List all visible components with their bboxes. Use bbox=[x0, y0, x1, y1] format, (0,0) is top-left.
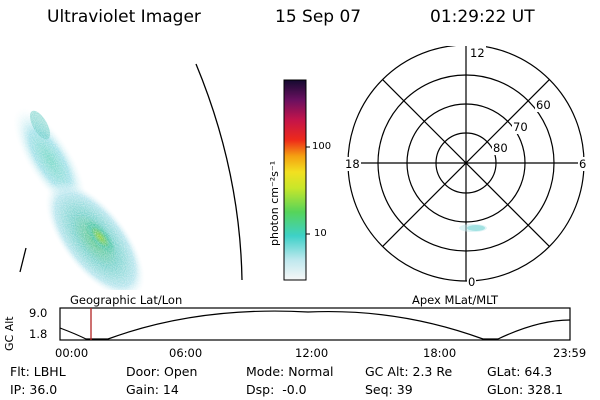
status-ip: IP: 36.0 bbox=[10, 382, 58, 397]
date-label: 15 Sep 07 bbox=[275, 7, 362, 27]
time-tick-2359: 23:59 bbox=[553, 346, 587, 360]
lat-label-80: 80 bbox=[492, 141, 509, 155]
mlt-label-18: 18 bbox=[344, 157, 361, 171]
time-tick-06: 06:00 bbox=[169, 346, 203, 360]
status-door: Door: Open bbox=[126, 364, 198, 379]
colorbar-tick-100: 100 bbox=[312, 141, 332, 152]
status-dsp: Dsp: -0.0 bbox=[246, 382, 307, 397]
apex-caption: Apex MLat/MLT bbox=[412, 293, 499, 307]
colorbar bbox=[283, 79, 310, 281]
mlt-label-0: 0 bbox=[467, 275, 477, 289]
gc-alt-axis-label: GC Alt bbox=[3, 316, 16, 351]
geographic-caption: Geographic Lat/Lon bbox=[70, 293, 183, 307]
limb-curve bbox=[195, 63, 243, 281]
altitude-curve bbox=[59, 310, 571, 340]
status-seq: Seq: 39 bbox=[365, 382, 413, 397]
time-tick-12: 12:00 bbox=[295, 346, 329, 360]
instrument-title: Ultraviolet Imager bbox=[47, 7, 201, 27]
lat-label-70: 70 bbox=[512, 120, 529, 134]
time-tick-00: 00:00 bbox=[55, 346, 89, 360]
colorbar-unit-label: photon cm⁻²s⁻¹ bbox=[268, 160, 281, 246]
time-label: 01:29:22 UT bbox=[430, 7, 535, 27]
status-mode: Mode: Normal bbox=[246, 364, 334, 379]
time-tick-18: 18:00 bbox=[423, 346, 457, 360]
gc-alt-tick-1-8: 1.8 bbox=[29, 327, 48, 341]
altitude-timeline-plot bbox=[59, 307, 571, 341]
gc-alt-tick-9: 9.0 bbox=[29, 306, 48, 320]
mlt-label-12: 12 bbox=[469, 46, 486, 60]
lat-label-60: 60 bbox=[535, 98, 552, 112]
polar-mlat-mlt-plot bbox=[347, 46, 585, 282]
aurora-emission bbox=[0, 90, 170, 290]
status-glat: GLat: 64.3 bbox=[487, 364, 553, 379]
status-gc-alt: GC Alt: 2.3 Re bbox=[365, 364, 453, 379]
status-gain: Gain: 14 bbox=[126, 382, 179, 397]
mlt-label-6: 6 bbox=[578, 157, 588, 171]
colorbar-tick-10: 10 bbox=[314, 228, 327, 239]
status-glon: GLon: 328.1 bbox=[487, 382, 563, 397]
geographic-image-panel bbox=[0, 63, 243, 290]
terminator-curve bbox=[19, 247, 27, 273]
status-flt: Flt: LBHL bbox=[10, 364, 66, 379]
